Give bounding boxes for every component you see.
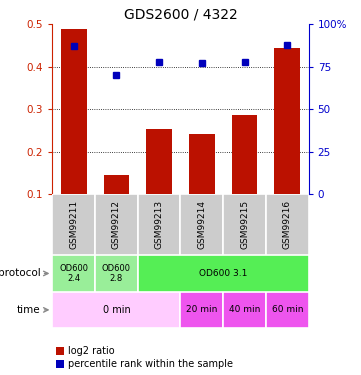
Bar bbox=[138, 255, 309, 292]
Bar bbox=[223, 292, 266, 328]
Text: GSM99211: GSM99211 bbox=[69, 200, 78, 249]
Bar bbox=[189, 134, 215, 195]
Text: 40 min: 40 min bbox=[229, 305, 260, 314]
Text: GSM99215: GSM99215 bbox=[240, 200, 249, 249]
Title: GDS2600 / 4322: GDS2600 / 4322 bbox=[123, 8, 238, 22]
Text: OD600
2.4: OD600 2.4 bbox=[59, 264, 88, 283]
Bar bbox=[52, 195, 95, 255]
Bar bbox=[146, 129, 172, 195]
Text: GSM99213: GSM99213 bbox=[155, 200, 164, 249]
Text: 0 min: 0 min bbox=[103, 305, 130, 315]
Text: percentile rank within the sample: percentile rank within the sample bbox=[68, 359, 232, 369]
Bar bbox=[232, 115, 257, 195]
Text: 20 min: 20 min bbox=[186, 305, 218, 314]
Bar bbox=[104, 176, 129, 195]
Text: protocol: protocol bbox=[0, 268, 40, 279]
Text: GSM99214: GSM99214 bbox=[197, 200, 206, 249]
Bar bbox=[138, 195, 180, 255]
Bar bbox=[95, 255, 138, 292]
Bar bbox=[95, 195, 138, 255]
Text: GSM99212: GSM99212 bbox=[112, 200, 121, 249]
Bar bbox=[266, 292, 309, 328]
Bar bbox=[223, 195, 266, 255]
Text: OD600 3.1: OD600 3.1 bbox=[199, 269, 247, 278]
Bar bbox=[180, 195, 223, 255]
Text: GSM99216: GSM99216 bbox=[283, 200, 292, 249]
Bar bbox=[61, 28, 87, 195]
Text: OD600
2.8: OD600 2.8 bbox=[102, 264, 131, 283]
Bar bbox=[274, 48, 300, 195]
Text: log2 ratio: log2 ratio bbox=[68, 346, 114, 355]
Text: time: time bbox=[17, 305, 40, 315]
Text: 60 min: 60 min bbox=[271, 305, 303, 314]
Bar bbox=[180, 292, 223, 328]
Bar bbox=[266, 195, 309, 255]
Bar bbox=[52, 255, 95, 292]
Bar bbox=[52, 292, 180, 328]
